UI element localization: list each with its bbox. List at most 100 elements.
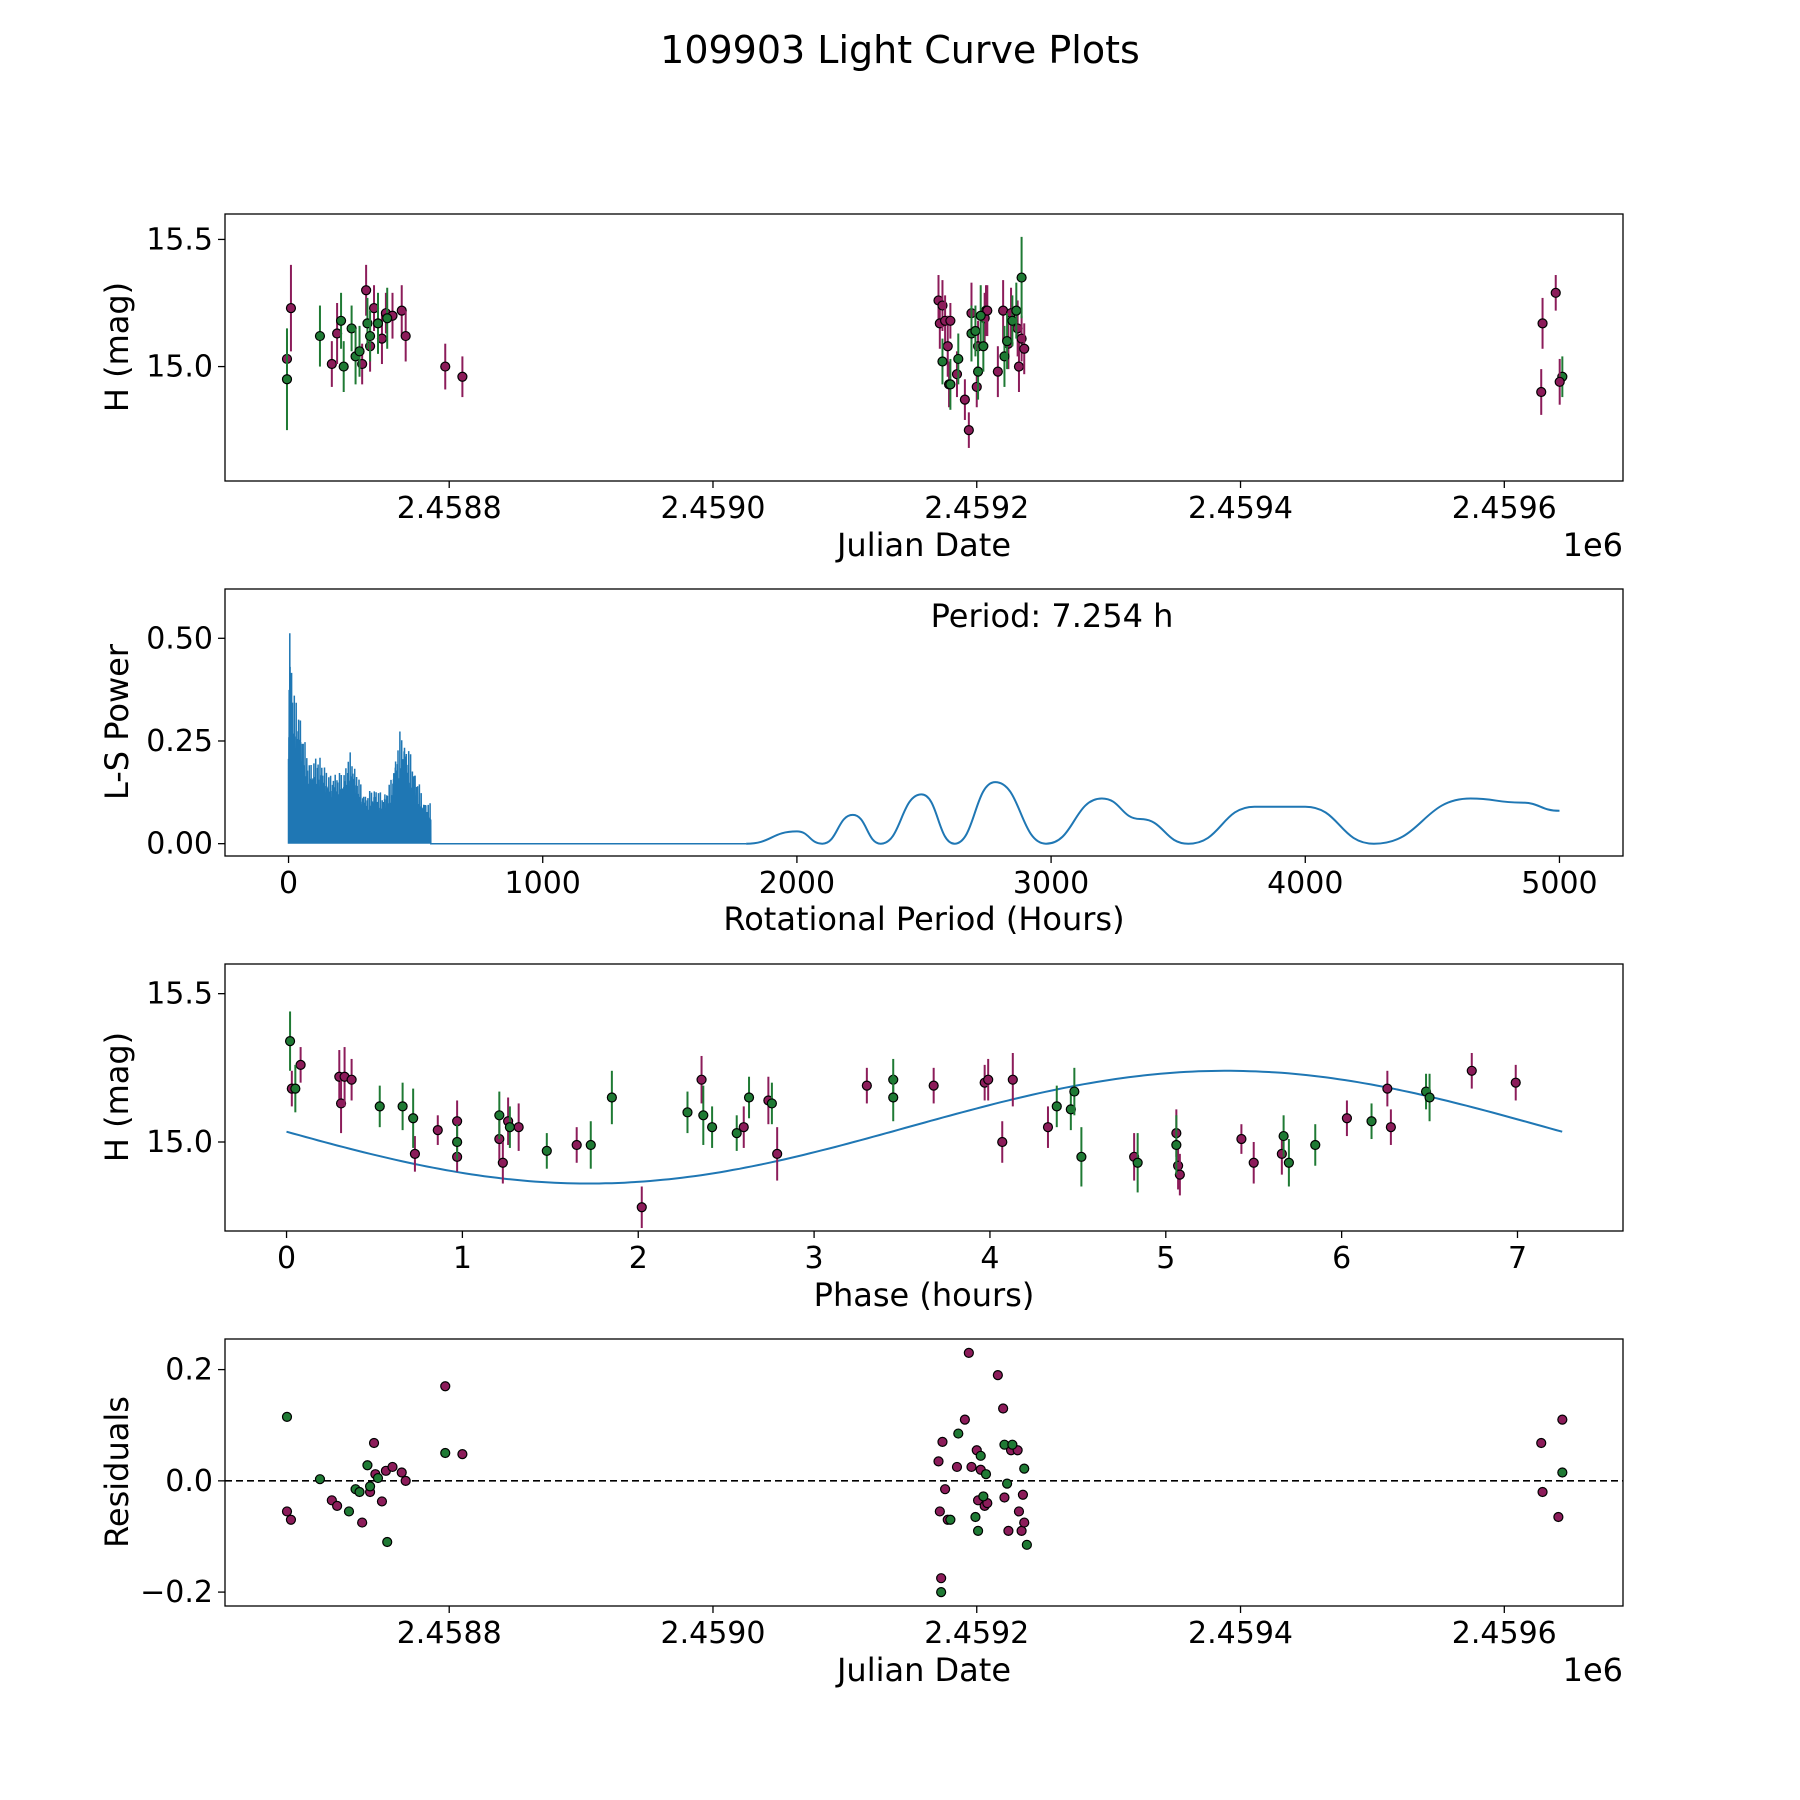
panel-lightcurve: 2.4588 2.4590 2.4592 2.4594 2.4596 15.0 15.5 J… xyxy=(98,213,1624,564)
model-curve xyxy=(286,1069,1563,1185)
data-point xyxy=(408,1113,419,1124)
x-tick-label: 4 xyxy=(980,1241,999,1276)
lightcurve-frame xyxy=(224,213,1624,482)
x-tick-label: 2.4592 xyxy=(924,491,1029,526)
residuals-frame xyxy=(224,1338,1624,1607)
x-tick-label: 2.4588 xyxy=(397,1616,502,1651)
data-point xyxy=(696,1074,707,1085)
data-point xyxy=(374,1101,385,1112)
data-point xyxy=(953,353,964,365)
residual-point xyxy=(372,1472,384,1484)
residual-point xyxy=(376,1496,388,1507)
data-point xyxy=(1007,1074,1018,1085)
data-point xyxy=(382,313,393,324)
periodogram-xlabel: Rotational Period (Hours) xyxy=(723,900,1124,938)
residual-point xyxy=(936,1586,947,1598)
data-point xyxy=(497,1157,508,1168)
x-tick-label: 2.4596 xyxy=(1452,1616,1557,1651)
residual-point xyxy=(953,1428,964,1439)
data-point xyxy=(281,374,293,385)
residual-point xyxy=(332,1500,343,1511)
data-point xyxy=(682,1107,693,1118)
panel-periodogram: 0 1000 2000 3000 4000 5000 0.00 0.25 0.50 Period… xyxy=(98,588,1624,938)
figure-title: 109903 Light Curve Plots xyxy=(660,28,1140,72)
x-tick-label: 4000 xyxy=(1267,866,1343,901)
data-point xyxy=(1248,1157,1259,1168)
residual-point xyxy=(1017,1489,1029,1500)
residual-point xyxy=(934,1506,945,1517)
data-point xyxy=(372,318,384,329)
x-tick-label: 2000 xyxy=(759,866,835,901)
data-point xyxy=(432,1125,443,1136)
periodogram-smooth-line xyxy=(746,781,1560,845)
data-point xyxy=(338,361,349,372)
data-point xyxy=(861,1080,872,1091)
data-point xyxy=(997,1136,1008,1148)
data-point xyxy=(698,1110,709,1121)
data-point xyxy=(992,366,1003,377)
data-point xyxy=(1385,1122,1396,1133)
x-tick-label: 1 xyxy=(453,1241,472,1276)
data-point xyxy=(284,1036,296,1047)
data-point xyxy=(346,1074,357,1085)
residual-point xyxy=(1536,1437,1547,1449)
residual-point xyxy=(364,1481,376,1492)
residual-point xyxy=(440,1447,451,1459)
data-point xyxy=(1276,1148,1287,1159)
residual-point xyxy=(354,1486,365,1498)
data-point xyxy=(1001,336,1013,347)
x-tick-label: 2.4596 xyxy=(1452,491,1557,526)
residual-point xyxy=(285,1514,297,1525)
residual-point xyxy=(368,1437,380,1449)
data-point xyxy=(400,330,411,342)
data-point xyxy=(731,1127,742,1139)
y-tick-label: 0.0 xyxy=(165,1464,213,1499)
x-tick-label: 2.4588 xyxy=(397,491,502,526)
data-point xyxy=(335,315,347,326)
x-tick-label: 0 xyxy=(277,1241,296,1276)
data-point xyxy=(452,1136,463,1148)
residual-point xyxy=(357,1517,368,1528)
data-point xyxy=(1171,1139,1182,1151)
data-point xyxy=(945,315,956,326)
residual-point xyxy=(343,1506,355,1517)
y-tick-label: 15.5 xyxy=(146,977,213,1012)
residual-point xyxy=(1019,1463,1030,1474)
residual-point xyxy=(362,1460,373,1471)
data-point xyxy=(1341,1113,1353,1124)
y-tick-label: −0.2 xyxy=(140,1575,213,1610)
x-tick-label: 2.4592 xyxy=(924,1616,1029,1651)
data-point xyxy=(942,341,953,352)
phased-frame xyxy=(224,963,1624,1232)
residual-point xyxy=(992,1370,1003,1381)
data-point xyxy=(1019,343,1030,354)
panel-phased: 0 1 2 3 4 5 6 7 15.0 15.5 Phase (hours) H (mag) xyxy=(98,963,1624,1314)
lightcurve-ticks: 2.4588 2.4590 2.4592 2.4594 2.4596 15.0 15.5 xyxy=(146,222,1557,526)
data-point xyxy=(743,1092,755,1103)
residual-point xyxy=(959,1414,970,1425)
data-point xyxy=(397,1101,408,1112)
phased-xlabel: Phase (hours) xyxy=(814,1276,1035,1314)
y-tick-label: 0.00 xyxy=(146,827,213,862)
data-point xyxy=(285,302,297,314)
residual-point xyxy=(980,1469,992,1480)
residual-point xyxy=(314,1474,326,1485)
data-point xyxy=(945,379,956,390)
data-point xyxy=(963,425,974,436)
residual-point xyxy=(382,1536,393,1548)
x-tick-label: 1000 xyxy=(505,866,581,901)
residuals-ticks: 2.4588 2.4590 2.4592 2.4594 2.4596 −0.2 0.0 0.2 xyxy=(140,1353,1557,1651)
x-tick-label: 2.4594 xyxy=(1188,491,1293,526)
data-point xyxy=(457,371,468,382)
data-point xyxy=(1042,1122,1054,1133)
y-tick-label: 0.2 xyxy=(165,1353,213,1388)
data-point xyxy=(1013,361,1025,372)
x-tick-label: 2 xyxy=(629,1241,648,1276)
data-point xyxy=(326,358,337,370)
panel-residuals: 2.4588 2.4590 2.4592 2.4594 2.4596 −0.2 0.0 0.2… xyxy=(98,1338,1624,1689)
residual-point xyxy=(1019,1517,1030,1528)
residual-point xyxy=(970,1511,981,1523)
data-point xyxy=(1424,1092,1435,1103)
data-point xyxy=(295,1059,306,1070)
data-point xyxy=(959,394,970,405)
